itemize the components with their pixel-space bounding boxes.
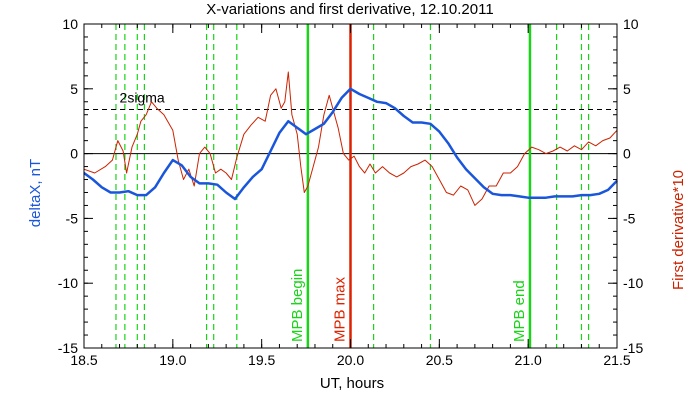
x-tick-label-0: 18.5 [70,352,97,368]
y-tick-label-right-2: 0 [623,146,631,162]
y-tick-label-left-5: -15 [58,340,78,356]
mpb-marker-label-2: MPB end [511,280,528,342]
x-tick-label-4: 20.5 [426,352,453,368]
y-tick-label-left-2: 0 [70,146,78,162]
y-tick-label-right-0: 10 [623,16,639,32]
axes-layer: 18.5 19.0 19.5 20.0 20.5 21.0 21.5 10 10 5 5 0 0 -5 -5… [58,16,644,368]
y-tick-label-right-5: -15 [623,340,643,356]
x-tick-label-1: 19.0 [159,352,186,368]
chart-title: X-variations and first derivative, 12.10… [206,1,493,18]
x-tick-label-3: 20.0 [337,352,364,368]
derivative-series-line [83,71,618,206]
y-tick-label-left-1: 5 [70,81,78,97]
mpb-marker-label-1: MPB max [332,276,349,342]
y-tick-label-right-3: -5 [623,210,636,226]
x-tick-label-5: 21.0 [515,352,542,368]
mpb-marker-label-0: MPB begin [289,269,306,342]
x-axis-label: UT, hours [320,375,384,392]
plot-area: 2sigma MPB begin MPB max MPB end [83,24,618,348]
y-tick-label-right-4: -10 [623,275,643,291]
sigma-label: 2sigma [120,90,165,106]
x-tick-label-2: 19.5 [248,352,275,368]
y-axis-label-left: deltaX, nT [27,159,44,227]
y-tick-label-left-0: 10 [62,16,78,32]
y-axis-label-right: First derivative*10 [670,170,687,290]
y-tick-label-left-4: -10 [58,275,78,291]
x-tick-label-6: 21.5 [603,352,630,368]
y-tick-label-right-1: 5 [623,81,631,97]
deltax-series-line [83,87,618,201]
y-tick-label-left-3: -5 [66,210,79,226]
